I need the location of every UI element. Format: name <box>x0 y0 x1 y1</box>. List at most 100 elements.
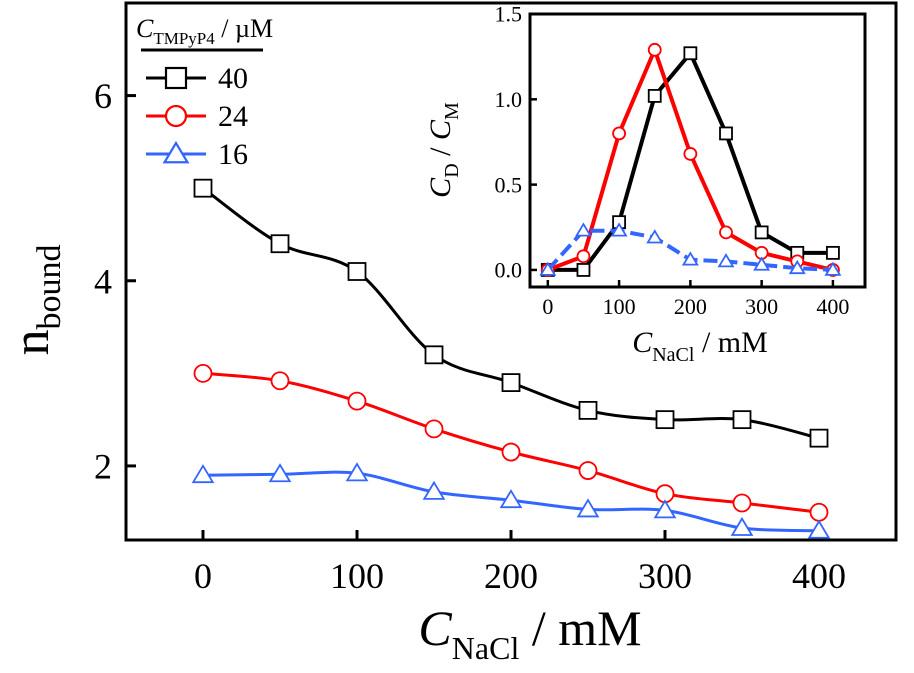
inset-point-40 <box>647 89 662 103</box>
inset-point-24 <box>719 225 733 240</box>
inset-point-24 <box>576 249 591 264</box>
main-point-40 <box>193 178 213 198</box>
inset-x-tick-label: 200 <box>674 294 707 319</box>
inset-point-16 <box>646 229 664 244</box>
main-series-40 <box>193 178 829 448</box>
inset-series-group <box>539 42 842 277</box>
main-point-40 <box>270 234 290 254</box>
main-series-16 <box>191 462 831 539</box>
inset-point-16 <box>824 261 842 276</box>
main-point-24 <box>809 502 829 522</box>
inset-point-16 <box>753 256 771 271</box>
inset-x-axis-label: CNaCl / mM <box>632 326 768 366</box>
inset-point-16 <box>610 222 628 237</box>
main-point-24 <box>270 371 290 391</box>
inset-y-denominator: C <box>424 119 457 140</box>
inset-x-tick-label: 300 <box>745 294 778 319</box>
inset-ticks: 0 100 200 300 400 0.0 0.5 1.0 1.5 <box>495 2 850 319</box>
inset-point-16 <box>539 261 557 276</box>
legend-title: CTMPyP4 / µM <box>136 14 273 48</box>
inset-point-16 <box>574 222 592 237</box>
inset-x-tick-label: 0 <box>542 294 553 319</box>
main-point-40 <box>732 410 752 430</box>
main-point-16 <box>345 462 369 482</box>
main-x-tick-label: 400 <box>792 556 846 596</box>
legend-swatch-marker <box>164 66 188 90</box>
main-point-16 <box>730 516 754 536</box>
main-point-16 <box>807 519 831 539</box>
legend-label: 16 <box>218 138 248 171</box>
main-point-16 <box>653 499 677 519</box>
main-point-40 <box>809 428 829 448</box>
inset-y-tick-label: 1.5 <box>495 2 523 27</box>
main-point-40 <box>578 400 598 420</box>
main-point-16 <box>268 463 292 483</box>
main-series-group <box>191 178 831 539</box>
main-x-axis-subscript: NaCl <box>452 630 520 666</box>
main-point-40 <box>501 373 521 393</box>
main-point-40 <box>655 410 675 430</box>
inset-plot-frame <box>528 12 867 289</box>
inset-point-16 <box>681 251 699 266</box>
inset-point-16 <box>717 253 735 268</box>
inset-y-tick-label: 1.0 <box>495 87 523 112</box>
inset-x-axis-subscript: NaCl <box>652 344 695 366</box>
main-series-24 <box>193 363 829 522</box>
main-y-tick-label: 2 <box>94 447 112 487</box>
legend-title-subscript: TMPyP4 <box>153 29 215 48</box>
main-y-axis-label: nbound <box>3 245 68 356</box>
main-point-24 <box>424 419 444 439</box>
main-y-tick-label: 4 <box>94 261 112 301</box>
main-y-axis-subscript: bound <box>31 245 68 330</box>
main-point-24 <box>501 442 521 462</box>
main-point-24 <box>347 391 367 411</box>
inset-point-40 <box>576 263 591 277</box>
inset-point-24 <box>612 126 626 141</box>
inset-y-tick-label: 0.5 <box>495 172 523 197</box>
main-point-40 <box>424 345 444 365</box>
inset-y-axis-label: CD / CM <box>424 102 463 198</box>
main-x-axis-unit: / mM <box>519 600 641 656</box>
main-x-axis-label: CNaCl / mM <box>418 600 641 666</box>
inset-point-16 <box>788 259 806 275</box>
inset-y-numerator-sub: D <box>441 163 463 177</box>
main-x-axis-symbol: C <box>418 600 452 656</box>
legend: CTMPyP4 / µM 40 24 16 <box>136 14 273 171</box>
legend-entry-24: 24 <box>146 100 248 133</box>
main-point-24 <box>732 493 752 513</box>
legend-swatch-marker <box>164 104 188 128</box>
legend-entry-40: 40 <box>146 62 248 95</box>
inset-y-slash: / <box>424 140 457 163</box>
inset-point-40 <box>754 225 769 240</box>
main-y-tick-label: 6 <box>94 76 112 116</box>
main-point-16 <box>499 489 523 509</box>
inset-x-tick-label: 100 <box>603 294 636 319</box>
legend-title-symbol: C <box>136 14 154 43</box>
inset-x-axis-unit: / mM <box>694 326 767 359</box>
inset-x-tick-label: 400 <box>816 294 849 319</box>
main-x-tick-label: 100 <box>330 556 384 596</box>
legend-title-unit: / µM <box>215 14 273 43</box>
legend-label: 24 <box>218 100 248 133</box>
inset-y-numerator: C <box>424 177 457 198</box>
legend-entries: 40 24 16 <box>146 62 248 171</box>
inset-point-40 <box>683 46 698 61</box>
main-point-24 <box>578 461 598 480</box>
inset-series-16 <box>539 222 842 276</box>
main-y-axis-symbol: n <box>3 330 60 356</box>
main-x-tick-label: 300 <box>638 556 692 596</box>
inset-y-tick-label: 0.0 <box>495 258 523 283</box>
inset-y-denominator-sub: M <box>441 102 463 120</box>
main-point-16 <box>191 464 215 484</box>
legend-entry-16: 16 <box>146 138 248 171</box>
main-x-tick-label: 200 <box>484 556 538 596</box>
inset-point-24 <box>683 147 698 161</box>
inset-point-40 <box>826 245 840 260</box>
legend-label: 40 <box>218 62 248 95</box>
legend-swatch-marker <box>162 140 190 164</box>
main-point-16 <box>576 498 600 518</box>
main-point-16 <box>422 480 446 500</box>
inset-x-axis-symbol: C <box>632 326 653 359</box>
